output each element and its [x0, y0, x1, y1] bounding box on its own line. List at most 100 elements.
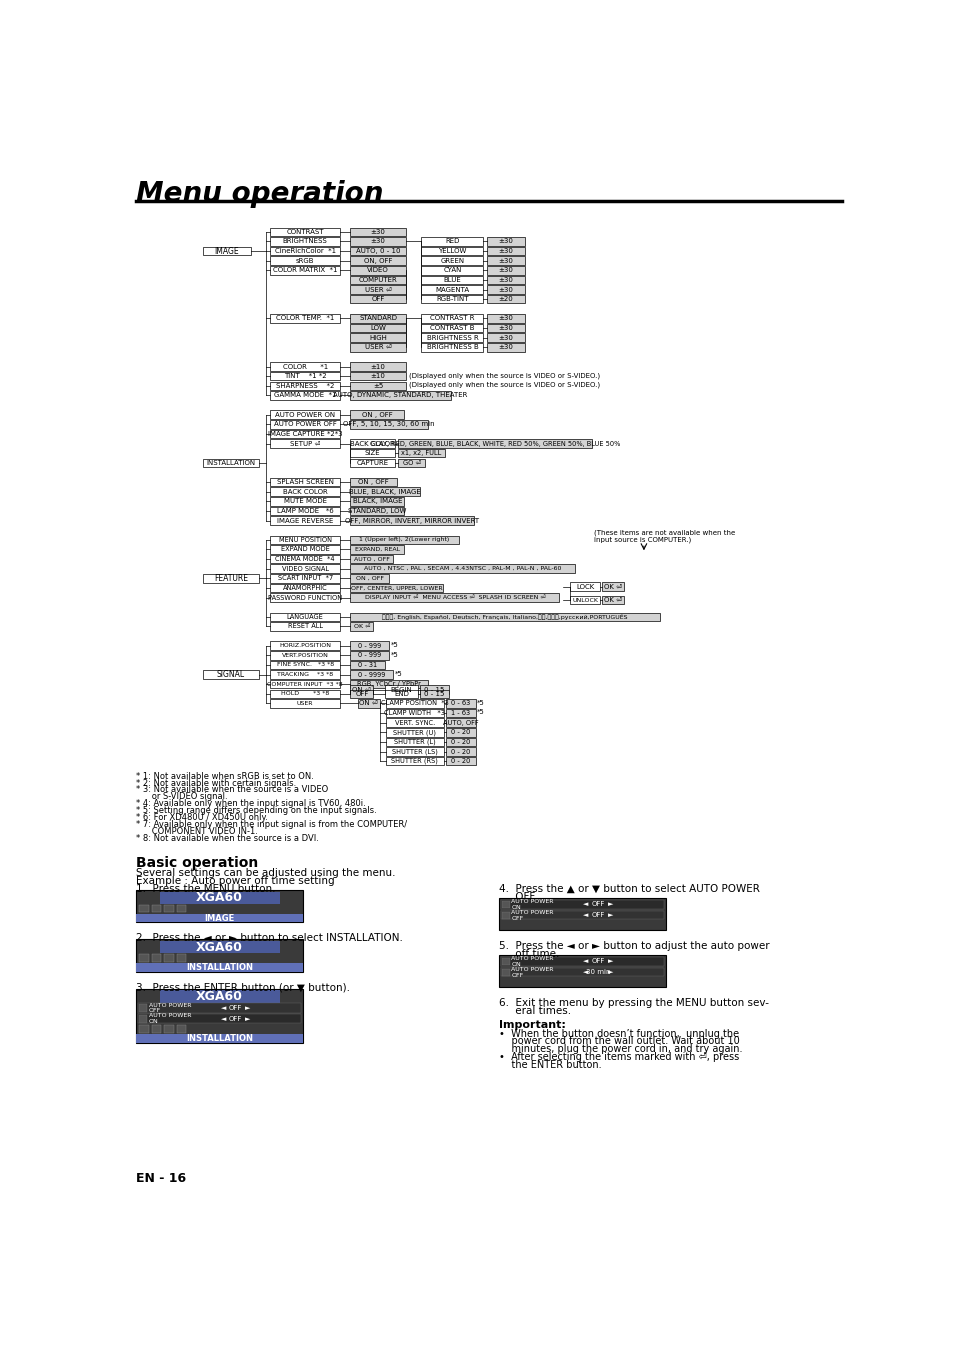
- Text: BEGIN: BEGIN: [390, 686, 412, 693]
- Text: OFF: OFF: [355, 690, 368, 697]
- Text: 0 - 999: 0 - 999: [357, 643, 381, 648]
- Text: 1 (Upper left), 2(Lower right): 1 (Upper left), 2(Lower right): [359, 538, 449, 542]
- Bar: [350, 276, 406, 284]
- Bar: [270, 689, 340, 698]
- Text: GAMMA MODE  *1: GAMMA MODE *1: [274, 392, 336, 399]
- Bar: [498, 898, 665, 931]
- Text: AUTO POWER ON: AUTO POWER ON: [274, 412, 335, 417]
- Text: BLUE: BLUE: [443, 277, 461, 282]
- Bar: [350, 689, 373, 698]
- Bar: [270, 535, 340, 544]
- Text: 2.  Press the ◄ or ► button to select INSTALLATION.: 2. Press the ◄ or ► button to select INS…: [136, 934, 403, 943]
- Bar: [498, 955, 665, 988]
- Text: * 7: Available only when the input signal is from the COMPUTER/: * 7: Available only when the input signa…: [136, 820, 407, 830]
- Bar: [270, 420, 340, 428]
- Text: EXPAND MODE: EXPAND MODE: [280, 546, 330, 553]
- Text: VIDEO: VIDEO: [367, 267, 389, 273]
- Text: SPLASH SCREEN: SPLASH SCREEN: [276, 480, 334, 485]
- Text: OFF: OFF: [229, 1016, 242, 1021]
- Text: 0 - 20: 0 - 20: [451, 748, 470, 755]
- Text: BLACK, IMAGE: BLACK, IMAGE: [353, 499, 401, 504]
- Text: SIZE: SIZE: [364, 450, 380, 457]
- Text: RESET ALL: RESET ALL: [288, 623, 322, 630]
- Bar: [270, 507, 340, 515]
- Bar: [270, 670, 340, 678]
- Text: power cord from the wall outlet. Wait about 10: power cord from the wall outlet. Wait ab…: [498, 1036, 739, 1047]
- Bar: [350, 555, 393, 563]
- Bar: [350, 642, 389, 650]
- Text: x1, x2, FULL: x1, x2, FULL: [401, 450, 441, 457]
- Bar: [350, 381, 406, 390]
- Text: OFF.: OFF.: [498, 892, 537, 901]
- Text: CINEMA MODE  *4: CINEMA MODE *4: [275, 557, 335, 562]
- Text: GLAY, RED, GREEN, BLUE, BLACK, WHITE, RED 50%, GREEN 50%, BLUE 50%: GLAY, RED, GREEN, BLUE, BLACK, WHITE, RE…: [370, 440, 619, 447]
- Text: VERT.POSITION: VERT.POSITION: [281, 653, 329, 658]
- Text: ±30: ±30: [498, 249, 513, 254]
- Text: * 2: Not available with certain signals.: * 2: Not available with certain signals.: [136, 778, 296, 788]
- Text: SHUTTER (RS): SHUTTER (RS): [391, 758, 437, 765]
- Text: OK ⏎: OK ⏎: [603, 584, 621, 589]
- Text: ►: ►: [607, 958, 613, 965]
- Bar: [176, 905, 186, 912]
- Text: ±30: ±30: [498, 286, 513, 293]
- Text: HOLD       *3 *8: HOLD *3 *8: [281, 692, 329, 696]
- Bar: [350, 247, 406, 255]
- Text: RED: RED: [445, 238, 459, 245]
- Text: BRIGHTNESS R: BRIGHTNESS R: [426, 335, 477, 340]
- Bar: [446, 719, 476, 727]
- Bar: [500, 967, 663, 977]
- Text: END: END: [394, 690, 408, 697]
- Bar: [270, 651, 340, 659]
- Bar: [486, 324, 525, 332]
- Text: *5: *5: [476, 700, 484, 705]
- Bar: [350, 535, 458, 544]
- Text: Basic operation: Basic operation: [136, 857, 258, 870]
- Text: BLUE, BLACK, IMAGE: BLUE, BLACK, IMAGE: [349, 489, 420, 494]
- Bar: [446, 709, 476, 717]
- Text: RGB-TINT: RGB-TINT: [436, 296, 468, 303]
- Text: *5: *5: [395, 671, 402, 677]
- Bar: [350, 488, 419, 496]
- Text: COLOR MATRIX  *1: COLOR MATRIX *1: [273, 267, 337, 273]
- Text: or S-VIDEO signal.: or S-VIDEO signal.: [136, 793, 228, 801]
- Text: FEATURE: FEATURE: [213, 574, 248, 582]
- Text: AUTO , OFF: AUTO , OFF: [354, 557, 389, 562]
- Bar: [385, 728, 443, 736]
- Bar: [350, 315, 406, 323]
- Bar: [270, 430, 340, 438]
- Text: CONTRAST R: CONTRAST R: [430, 315, 475, 322]
- Text: ◄: ◄: [582, 912, 588, 919]
- Bar: [601, 596, 623, 604]
- Bar: [501, 958, 509, 965]
- Text: ±30: ±30: [498, 238, 513, 245]
- Text: ►: ►: [607, 969, 613, 975]
- Bar: [350, 685, 373, 694]
- Text: 0 - 9999: 0 - 9999: [357, 671, 385, 678]
- Text: 0 - 20: 0 - 20: [451, 730, 470, 735]
- Bar: [350, 257, 406, 265]
- Bar: [350, 546, 404, 554]
- Text: MAGENTA: MAGENTA: [435, 286, 469, 293]
- Bar: [350, 623, 373, 631]
- Bar: [350, 324, 406, 332]
- Text: 6.  Exit the menu by pressing the MENU button sev-: 6. Exit the menu by pressing the MENU bu…: [498, 998, 768, 1008]
- Bar: [446, 757, 476, 766]
- Bar: [270, 257, 340, 265]
- Bar: [350, 334, 406, 342]
- Bar: [270, 623, 340, 631]
- Bar: [501, 912, 509, 919]
- Text: EXPAND, REAL: EXPAND, REAL: [355, 547, 399, 553]
- Text: HIGH: HIGH: [369, 335, 387, 340]
- Text: ◄: ◄: [582, 958, 588, 965]
- Bar: [270, 612, 340, 621]
- Bar: [270, 411, 340, 419]
- Text: OFF: OFF: [591, 912, 604, 919]
- Bar: [486, 285, 525, 293]
- Bar: [203, 670, 258, 678]
- Bar: [350, 516, 474, 524]
- Text: PASSWORD FUNCTION: PASSWORD FUNCTION: [268, 594, 342, 601]
- Text: USER ⏎: USER ⏎: [364, 345, 391, 350]
- Bar: [350, 670, 393, 678]
- Text: Several settings can be adjusted using the menu.: Several settings can be adjusted using t…: [136, 867, 395, 878]
- Bar: [136, 963, 303, 971]
